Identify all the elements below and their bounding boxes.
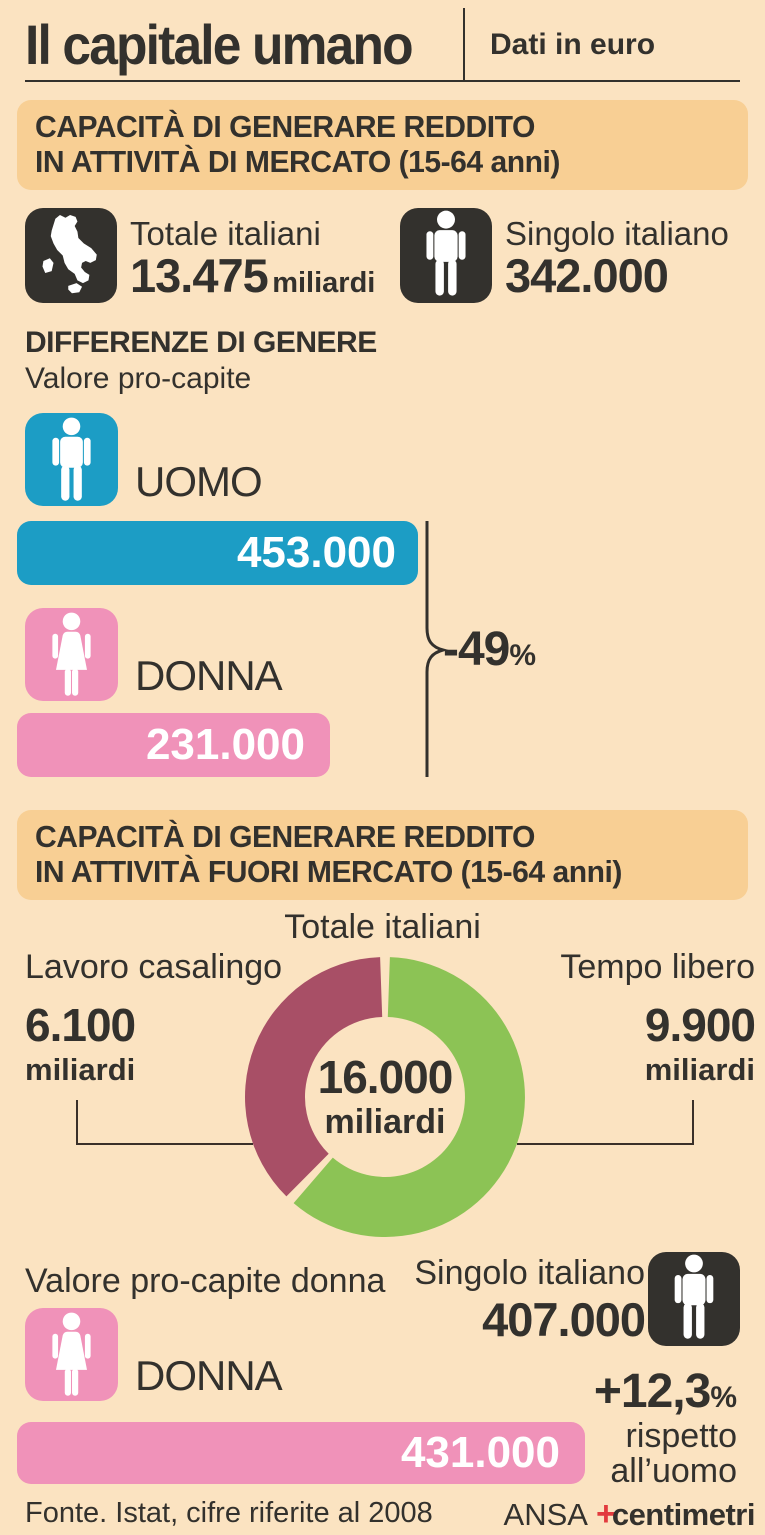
lavoro-casalingo-unit: miliardi — [25, 1052, 136, 1087]
gender-difference-value: -49 — [443, 623, 510, 676]
donut-center-unit: miliardi — [324, 1103, 446, 1141]
lavoro-casalingo-label: Lavoro casalingo — [25, 948, 283, 986]
banner-nonmarket: CAPACITÀ DI GENERARE REDDITO IN ATTIVITÀ… — [17, 810, 748, 900]
tempo-libero-unit: miliardi — [644, 1052, 755, 1087]
tempo-libero-label: Tempo libero — [560, 948, 755, 986]
woman-bar-value: 231.000 — [145, 720, 305, 769]
woman-icon — [25, 608, 118, 701]
header-subtitle: Dati in euro — [490, 28, 656, 61]
banner-nonmarket-line2: IN ATTIVITÀ FUORI MERCATO (15-64 anni) — [35, 853, 622, 889]
nonmarket-difference-unit: % — [710, 1381, 737, 1414]
lavoro-casalingo-value: 6.100 — [25, 999, 136, 1051]
banner-market-line2: IN ATTIVITÀ DI MERCATO (15-64 anni) — [35, 143, 560, 179]
man-icon — [25, 413, 118, 506]
total-italians-value-row: 13.475 miliardi — [130, 248, 375, 303]
man-label: UOMO — [135, 458, 263, 505]
woman-bar-bottom-value: 431.000 — [400, 1428, 560, 1477]
single-italian-nonmarket-label: Singolo italiano — [414, 1254, 645, 1292]
tempo-libero-value: 9.900 — [644, 999, 756, 1051]
banner-market-line1: CAPACITÀ DI GENERARE REDDITO — [35, 109, 535, 144]
italy-map-icon — [25, 208, 117, 303]
centimetri-plus-icon: + — [595, 1495, 616, 1533]
woman-icon-bottom — [25, 1308, 118, 1401]
gender-subheading: Valore pro-capite — [25, 362, 252, 395]
woman-label-bottom: DONNA — [135, 1352, 283, 1399]
woman-label: DONNA — [135, 652, 283, 699]
source-text: Fonte. Istat, cifre riferite al 2008 — [25, 1497, 433, 1529]
banner-market: CAPACITÀ DI GENERARE REDDITO IN ATTIVITÀ… — [17, 100, 748, 190]
woman-bar-bottom: 431.000 — [17, 1422, 585, 1484]
nonmarket-difference: +12,3% — [594, 1364, 737, 1419]
single-italian-value: 342.000 — [505, 249, 669, 302]
note-line2: all’uomo — [610, 1452, 737, 1490]
total-italians-unit: miliardi — [272, 267, 376, 299]
gender-difference: -49% — [443, 622, 536, 677]
man-bar-value: 453.000 — [236, 528, 396, 577]
header-rule — [25, 80, 740, 82]
donut-center-value: 16.000 — [317, 1051, 454, 1103]
brace-line — [425, 521, 449, 777]
single-italian-nonmarket-value: 407.000 — [482, 1293, 646, 1346]
credit-logo: ANSA +centimetri — [503, 1495, 756, 1534]
connector-right — [517, 1100, 694, 1145]
page-title: Il capitale umano — [25, 13, 414, 76]
single-italian-nonmarket-icon — [648, 1252, 740, 1346]
pro-capite-donna-heading: Valore pro-capite donna — [25, 1262, 386, 1300]
gender-heading: DIFFERENZE DI GENERE — [25, 326, 377, 359]
connector-left — [76, 1100, 253, 1145]
single-italian-label: Singolo italiano — [505, 215, 729, 252]
centimetri-logo-text: centimetri — [611, 1497, 756, 1532]
total-italians-label: Totale italiani — [130, 215, 321, 252]
woman-bar: 231.000 — [17, 713, 330, 777]
banner-nonmarket-line1: CAPACITÀ DI GENERARE REDDITO — [35, 819, 535, 854]
nonmarket-difference-value: +12,3 — [593, 1365, 711, 1418]
donut-title: Totale italiani — [284, 908, 481, 946]
note-line1: rispetto — [625, 1417, 738, 1455]
man-bar: 453.000 — [17, 521, 418, 585]
total-italians-value: 13.475 — [130, 249, 269, 302]
ansa-logo-text: ANSA — [503, 1497, 588, 1532]
header-divider — [463, 8, 465, 80]
gender-difference-unit: % — [509, 639, 537, 672]
single-italian-icon — [400, 208, 492, 303]
